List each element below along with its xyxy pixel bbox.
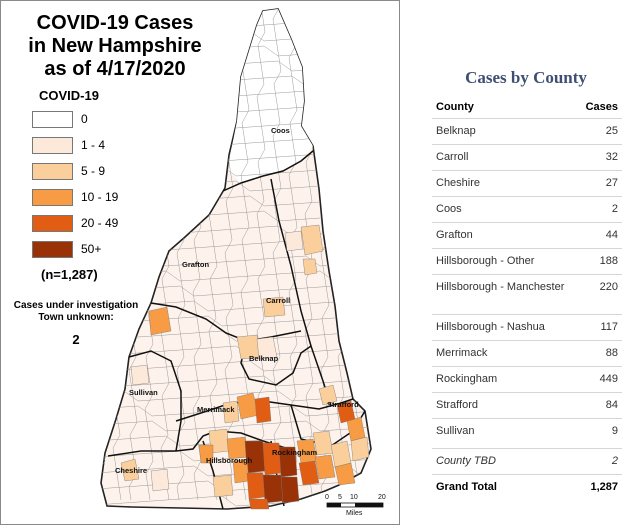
table-title: Cases by County xyxy=(465,68,587,87)
table-row: Carroll 32 xyxy=(432,144,622,171)
coos-zero-area xyxy=(229,9,313,183)
legend-item: 0 xyxy=(32,111,232,128)
county-name-cell: Strafford xyxy=(432,392,579,419)
scale-unit: Miles xyxy=(346,510,363,517)
case-count-cell: 88 xyxy=(578,340,622,367)
table-row: Coos 2 xyxy=(432,196,622,223)
table-row: Rockingham 449 xyxy=(432,366,622,393)
county-name-cell: Belknap xyxy=(432,118,579,145)
scale-tick-10: 10 xyxy=(350,494,358,501)
legend-swatch xyxy=(32,163,73,180)
legend-label: 50+ xyxy=(81,242,102,256)
legend-label: 0 xyxy=(81,112,88,126)
case-count-cell: 25 xyxy=(578,118,622,145)
grand-total-row: Grand Total 1,287 xyxy=(432,475,622,501)
scale-tick-0: 0 xyxy=(325,494,329,501)
legend-item: 1 - 4 xyxy=(32,137,232,154)
legend-label: 10 - 19 xyxy=(81,190,119,204)
county-label-belknap: Belknap xyxy=(249,354,279,363)
table-row: Hillsborough - Manchester 220 xyxy=(432,274,622,315)
legend-item: 5 - 9 xyxy=(32,163,232,180)
table-row: Grafton 44 xyxy=(432,222,622,249)
county-name-cell: Hillsborough - Nashua xyxy=(432,314,579,341)
case-count-cell: 220 xyxy=(578,274,622,315)
case-town-fills xyxy=(120,224,370,510)
table-row: Cheshire 27 xyxy=(432,170,622,197)
total-cases-note: (n=1,287) xyxy=(41,267,98,282)
legend-swatch xyxy=(32,111,73,128)
legend-item: 50+ xyxy=(32,241,232,258)
case-count-cell: 188 xyxy=(578,248,622,275)
county-label-cheshire: Cheshire xyxy=(115,466,147,475)
table-row: Strafford 84 xyxy=(432,392,622,419)
state-shape xyxy=(100,8,372,510)
legend-swatch xyxy=(32,137,73,154)
case-count-cell: 117 xyxy=(578,314,622,341)
county-label-hillsborough: Hillsborough xyxy=(206,456,253,465)
map-panel: Coos Grafton Carroll Belknap Sullivan Me… xyxy=(0,0,400,525)
case-count-cell: 2 xyxy=(578,196,622,223)
county-label-coos: Coos xyxy=(271,126,290,135)
legend-swatch xyxy=(32,215,73,232)
header-county: County xyxy=(432,94,579,119)
legend-item: 10 - 19 xyxy=(32,189,232,206)
county-name-cell: Grafton xyxy=(432,222,579,249)
map-title-line-1: COVID-19 Cases xyxy=(36,12,194,34)
legend-label: 1 - 4 xyxy=(81,138,106,152)
nh-town-map: Coos Grafton Carroll Belknap Sullivan Me… xyxy=(100,8,386,517)
county-label-sullivan: Sullivan xyxy=(129,388,158,397)
county-name-cell: Merrimack xyxy=(432,340,579,367)
scale-tick-5: 5 xyxy=(338,494,342,501)
table-row: Merrimack 88 xyxy=(432,340,622,367)
map-title-line-2: in New Hampshire xyxy=(28,35,202,57)
county-name-cell: Rockingham xyxy=(432,366,579,393)
investigation-count: 2 xyxy=(72,332,80,347)
county-label-grafton: Grafton xyxy=(182,260,210,269)
case-count-cell: 32 xyxy=(578,144,622,171)
county-label-rockingham: Rockingham xyxy=(272,448,317,457)
case-count-cell: 27 xyxy=(578,170,622,197)
county-name-cell: County TBD xyxy=(432,448,579,475)
investigation-note-line-2: Town unknown: xyxy=(38,312,114,323)
legend-label: 20 - 49 xyxy=(81,216,119,230)
scale-tick-20: 20 xyxy=(378,494,386,501)
case-count-cell: 449 xyxy=(578,366,622,393)
legend-swatch xyxy=(32,189,73,206)
county-name-cell: Hillsborough - Other xyxy=(432,248,579,275)
header-cases: Cases xyxy=(578,94,622,119)
case-count-cell: 2 xyxy=(578,448,622,475)
county-name-cell: Carroll xyxy=(432,144,579,171)
map-title-line-3: as of 4/17/2020 xyxy=(44,58,186,80)
grand-total-label: Grand Total xyxy=(436,481,497,493)
county-name-cell: Cheshire xyxy=(432,170,579,197)
case-count-cell: 44 xyxy=(578,222,622,249)
table-row: Hillsborough - Other 188 xyxy=(432,248,622,275)
case-count-cell: 84 xyxy=(578,392,622,419)
table-row: Hillsborough - Nashua 117 xyxy=(432,314,622,341)
county-name-cell: Sullivan xyxy=(432,418,579,449)
legend-item: 20 - 49 xyxy=(32,215,232,232)
table-row: County TBD 2 xyxy=(432,448,622,475)
grand-total-value: 1,287 xyxy=(590,481,618,493)
legend-title: COVID-19 xyxy=(39,88,99,103)
table-row: Belknap 25 xyxy=(432,118,622,145)
investigation-note-line-1: Cases under investigation xyxy=(13,300,139,311)
county-label-carroll: Carroll xyxy=(266,296,290,305)
scale-bar: 0 5 10 20 Miles xyxy=(325,494,386,517)
table-header-row: County Cases xyxy=(432,94,622,119)
county-label-strafford: Strafford xyxy=(327,400,359,409)
county-name-cell: Coos xyxy=(432,196,579,223)
cases-by-county-table: County Cases Belknap 25 Carroll 32 Cheshire 2… xyxy=(432,94,622,501)
table-row: Sullivan 9 xyxy=(432,418,622,449)
legend-label: 5 - 9 xyxy=(81,164,106,178)
county-label-merrimack: Merrimack xyxy=(197,405,235,414)
case-count-cell: 9 xyxy=(578,418,622,449)
legend-swatch xyxy=(32,241,73,258)
county-name-cell: Hillsborough - Manchester xyxy=(432,274,579,315)
